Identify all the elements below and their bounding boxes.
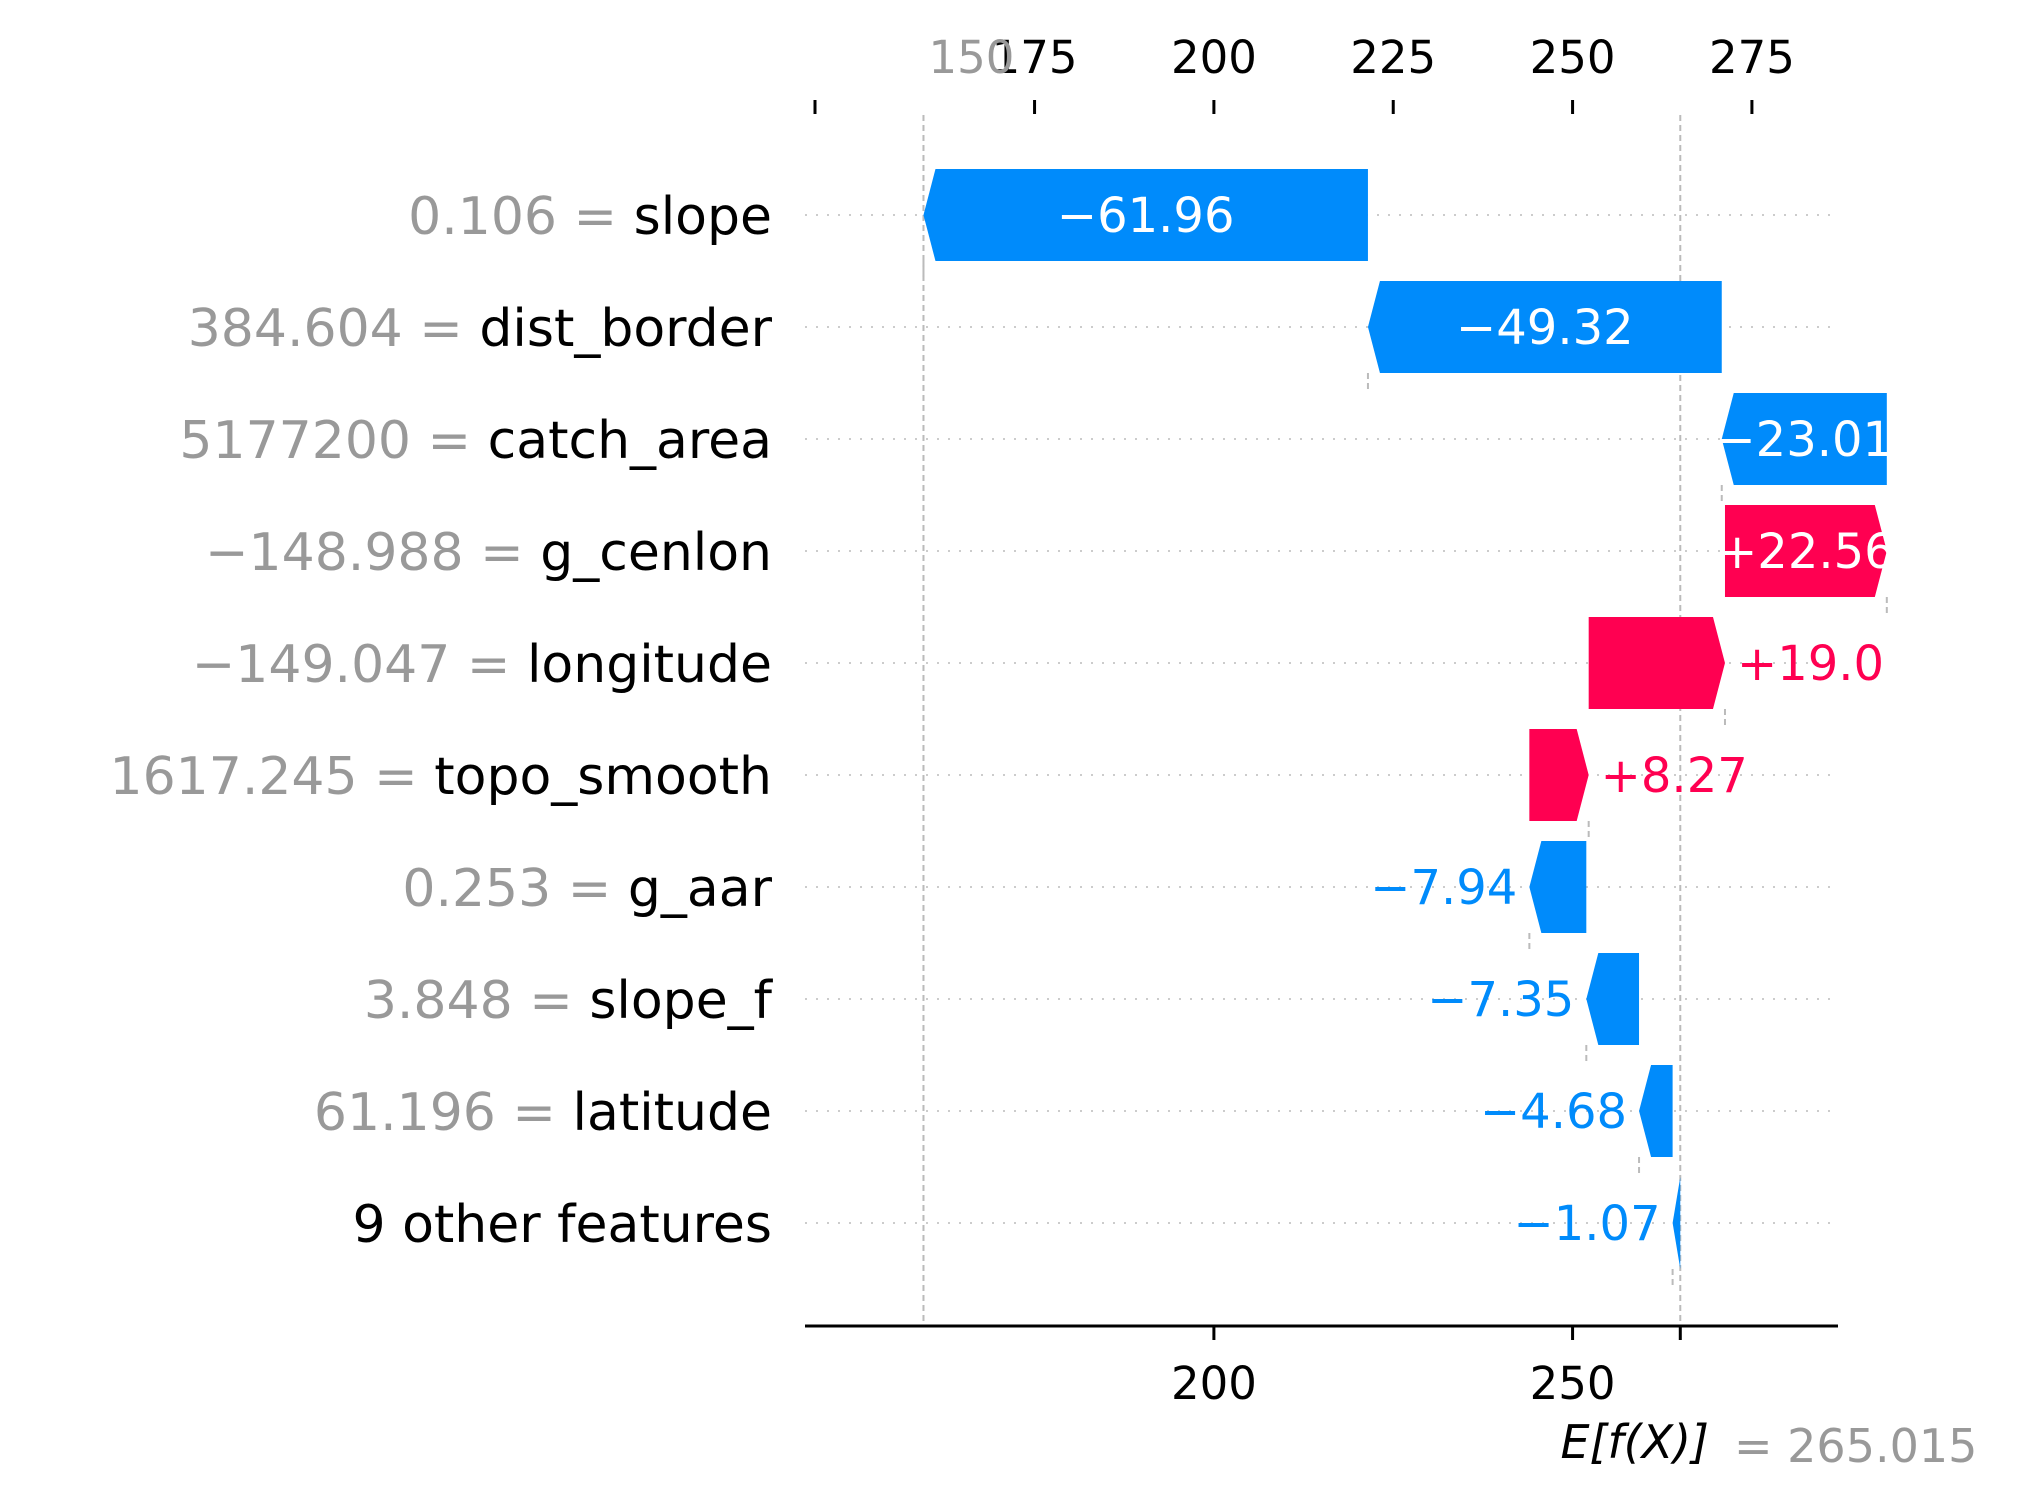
- bar-value-label: +19.0: [1737, 636, 1884, 692]
- feature-name: 9 other features: [352, 1195, 772, 1255]
- top-tick-label: 225: [1350, 31, 1436, 84]
- equals-sign: =: [411, 411, 488, 471]
- output-value-label: 150: [929, 31, 1015, 84]
- bar-value-label: −7.94: [1370, 860, 1517, 916]
- equals-sign: =: [403, 299, 480, 359]
- x-tick-label: 250: [1530, 1357, 1616, 1410]
- feature-value: 0.253: [402, 859, 551, 919]
- feature-value: 0.106: [408, 187, 557, 247]
- equals-sign: =: [551, 859, 628, 919]
- feature-value: 61.196: [314, 1083, 496, 1143]
- bar-layer: [923, 169, 1887, 1269]
- feature-label: −149.047 = longitude: [192, 635, 772, 695]
- bar-value-label: −49.32: [1456, 300, 1634, 356]
- feature-name: catch_area: [488, 411, 772, 471]
- bar-value-label: −23.01: [1715, 412, 1893, 468]
- shap-bar: [923, 169, 1368, 261]
- label-layer: −61.96 0.106 = slope −49.32 384.604 = dist_…: [109, 187, 1894, 1255]
- feature-name: slope_f: [589, 971, 773, 1031]
- feature-label: 1617.245 = topo_smooth: [109, 747, 772, 807]
- bar-value-label: −1.07: [1514, 1196, 1661, 1252]
- feature-name: g_aar: [628, 859, 773, 919]
- shap-bar: [1586, 953, 1640, 1045]
- bar-value-label: −7.35: [1427, 972, 1574, 1028]
- x-tick-label: 200: [1171, 1357, 1257, 1410]
- feature-value: 5177200: [179, 411, 411, 471]
- top-tick-label: 275: [1709, 31, 1795, 84]
- feature-label: 5177200 = catch_area: [179, 411, 772, 471]
- shap-bar: [1529, 729, 1589, 821]
- equals-sign: =: [557, 187, 634, 247]
- feature-label: 384.604 = dist_border: [188, 299, 773, 359]
- feature-value: 1617.245: [109, 747, 357, 807]
- feature-name: slope: [634, 187, 772, 247]
- feature-label: 61.196 = latitude: [314, 1083, 772, 1143]
- equals-sign: =: [513, 971, 590, 1031]
- feature-name: dist_border: [479, 299, 772, 359]
- feature-name: topo_smooth: [434, 747, 772, 807]
- top-tick-label: 175: [992, 31, 1078, 84]
- feature-value: −148.988: [205, 523, 464, 583]
- top-tick-label: 250: [1530, 31, 1616, 84]
- shap-bar: [1367, 281, 1722, 373]
- feature-label: 0.253 = g_aar: [402, 859, 772, 919]
- equals-sign: =: [358, 747, 435, 807]
- shap-bar: [1721, 393, 1887, 485]
- equals-sign: =: [464, 523, 541, 583]
- shap-bar: [1724, 505, 1887, 597]
- shap-bar: [1639, 1065, 1673, 1157]
- feature-value: 384.604: [188, 299, 403, 359]
- feature-label: 0.106 = slope: [408, 187, 772, 247]
- equals-sign: =: [496, 1083, 573, 1143]
- shap-bar: [1529, 841, 1587, 933]
- feature-value: 3.848: [364, 971, 513, 1031]
- feature-label: 3.848 = slope_f: [364, 971, 774, 1031]
- feature-name: longitude: [527, 635, 772, 695]
- feature-label: −148.988 = g_cenlon: [205, 523, 772, 583]
- feature-value: −149.047: [192, 635, 451, 695]
- bar-value-label: −61.96: [1057, 188, 1235, 244]
- base-value-number: = 265.015: [1734, 1419, 1977, 1473]
- shap-bar: [1588, 617, 1725, 709]
- shap-bar: [1672, 1177, 1681, 1269]
- bar-value-label: +22.56: [1717, 524, 1895, 580]
- top-tick-label: 200: [1171, 31, 1257, 84]
- feature-name: latitude: [573, 1083, 773, 1143]
- bar-value-label: +8.27: [1601, 748, 1748, 804]
- equals-sign: =: [450, 635, 527, 695]
- feature-label: 9 other features: [352, 1195, 772, 1255]
- bar-value-label: −4.68: [1480, 1084, 1627, 1140]
- feature-name: g_cenlon: [540, 523, 772, 583]
- base-value-label: E[f(X)]: [1560, 1415, 1709, 1469]
